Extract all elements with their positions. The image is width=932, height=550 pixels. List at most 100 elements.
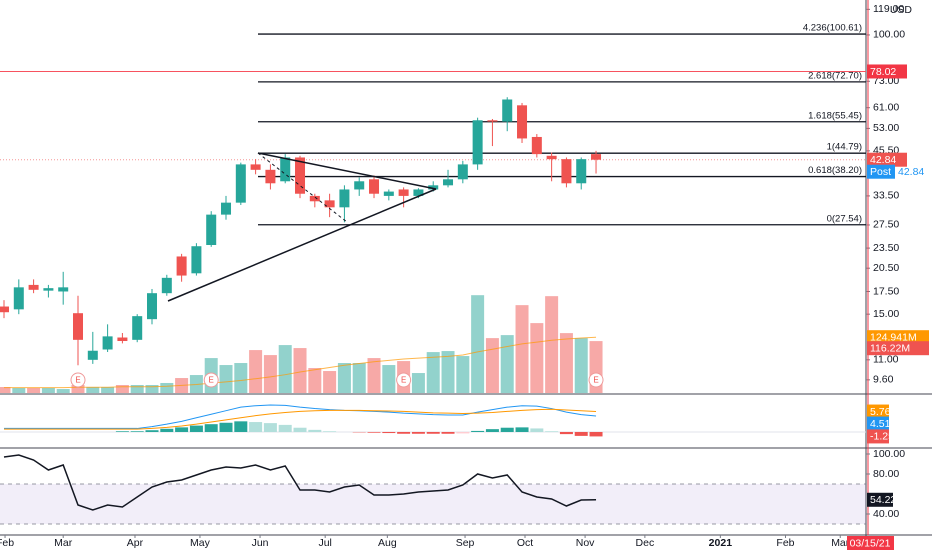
volume-bar bbox=[263, 355, 277, 393]
earnings-label: E bbox=[75, 376, 80, 385]
rsi-line bbox=[3, 454, 597, 511]
macd-histogram bbox=[234, 421, 248, 432]
candle-body bbox=[339, 189, 350, 208]
macd-histogram bbox=[530, 428, 544, 432]
candle-body bbox=[117, 337, 128, 342]
macd-tag-label: -1.25 bbox=[870, 431, 894, 443]
x-tick-label: 2021 bbox=[709, 537, 733, 549]
x-tick-label: Feb bbox=[776, 537, 794, 549]
volume-bar bbox=[515, 305, 529, 393]
y-tick-label: 53.00 bbox=[873, 122, 899, 134]
volume-bar bbox=[441, 351, 455, 393]
candle-body bbox=[191, 246, 202, 274]
y-tick-label: 20.50 bbox=[873, 262, 899, 274]
candle-body bbox=[132, 316, 143, 340]
volume-bar bbox=[12, 387, 26, 393]
volume-bar bbox=[559, 333, 573, 393]
volume-ma bbox=[3, 336, 597, 389]
volume-tag-label: 124.941M bbox=[870, 331, 917, 343]
earnings-marker bbox=[70, 372, 86, 388]
y-tick-label: 15.00 bbox=[873, 308, 899, 320]
trendline bbox=[167, 188, 437, 302]
volume-bar bbox=[352, 363, 366, 393]
candle-body bbox=[265, 169, 276, 184]
candle-body bbox=[221, 202, 232, 215]
macd-histogram bbox=[471, 430, 485, 432]
x-tick-label: Jun bbox=[252, 537, 269, 549]
candle-body bbox=[102, 336, 113, 350]
candle-body bbox=[546, 155, 557, 160]
volume-bar bbox=[27, 387, 41, 393]
macd-histogram bbox=[485, 429, 499, 432]
macd-histogram bbox=[204, 424, 218, 432]
candle-body bbox=[502, 99, 513, 122]
x-tick-label: Jul bbox=[318, 537, 331, 549]
candle-body bbox=[0, 306, 9, 313]
y-tick-label: 100.00 bbox=[873, 29, 905, 41]
volume-bar bbox=[530, 323, 544, 393]
candle-body bbox=[58, 287, 69, 292]
rsi-tag-label: 54.22 bbox=[870, 494, 896, 506]
x-tick-label: Aug bbox=[378, 537, 397, 549]
macd-tag-label: 4.51 bbox=[870, 418, 891, 430]
macd-histogram bbox=[500, 427, 514, 432]
date-tag-label: 03/15/21 bbox=[850, 537, 891, 549]
macd-histogram bbox=[130, 431, 144, 432]
y-tick-label: 17.50 bbox=[873, 285, 899, 297]
volume-bar bbox=[56, 389, 70, 393]
candle-body bbox=[28, 284, 39, 290]
volume-tag bbox=[867, 341, 929, 356]
candle-body bbox=[561, 159, 572, 184]
volume-bar bbox=[337, 363, 351, 393]
trendline-dashed bbox=[257, 152, 348, 223]
volume-bar bbox=[485, 338, 499, 393]
volume-bar bbox=[41, 387, 55, 393]
candle-body bbox=[295, 157, 306, 194]
macd-histogram bbox=[308, 429, 322, 432]
macd-histogram bbox=[441, 431, 455, 434]
candle-body bbox=[87, 350, 98, 360]
macd-histogram bbox=[382, 431, 396, 434]
volume-bar bbox=[86, 387, 100, 393]
candle-body bbox=[576, 159, 587, 184]
price-tag-label: 42.84 bbox=[870, 154, 896, 166]
macd-tag bbox=[867, 404, 889, 419]
volume-bar bbox=[219, 365, 233, 393]
macd-histogram bbox=[219, 422, 233, 432]
candle-body bbox=[428, 185, 439, 190]
macd-histogram bbox=[411, 431, 425, 434]
volume-bar bbox=[130, 385, 144, 393]
candle-body bbox=[309, 195, 320, 202]
x-tick-label: May bbox=[190, 537, 211, 549]
macd-histogram bbox=[293, 427, 307, 432]
macd-histogram bbox=[115, 431, 129, 432]
macd-tag bbox=[867, 416, 889, 431]
macd-histogram bbox=[545, 431, 559, 432]
candle-body bbox=[324, 200, 335, 208]
y-tick-label: 33.50 bbox=[873, 190, 899, 202]
volume-bar bbox=[293, 348, 307, 393]
x-tick-label: Dec bbox=[636, 537, 655, 549]
y-tick-label: 40.00 bbox=[873, 508, 899, 520]
price-tag-label: 78.02 bbox=[870, 66, 896, 78]
earnings-label: E bbox=[593, 376, 598, 385]
macd-histogram bbox=[515, 427, 529, 432]
date-tag bbox=[847, 536, 894, 550]
x-tick-label: Oct bbox=[517, 537, 533, 549]
y-tick-label: 27.50 bbox=[873, 219, 899, 231]
x-tick-label: Sep bbox=[456, 537, 475, 549]
candle-body bbox=[517, 105, 528, 139]
candle-body bbox=[383, 191, 394, 196]
macd-histogram bbox=[456, 431, 470, 434]
volume-bar bbox=[101, 387, 115, 393]
rsi-tag bbox=[867, 492, 893, 507]
volume-bar bbox=[545, 296, 559, 393]
volume-bar bbox=[367, 358, 381, 393]
earnings-label: E bbox=[209, 376, 214, 385]
macd-histogram bbox=[175, 427, 189, 432]
y-tick-label: 119.00 bbox=[873, 3, 904, 15]
candle-body bbox=[457, 164, 468, 180]
x-tick-label: Feb bbox=[0, 537, 14, 549]
